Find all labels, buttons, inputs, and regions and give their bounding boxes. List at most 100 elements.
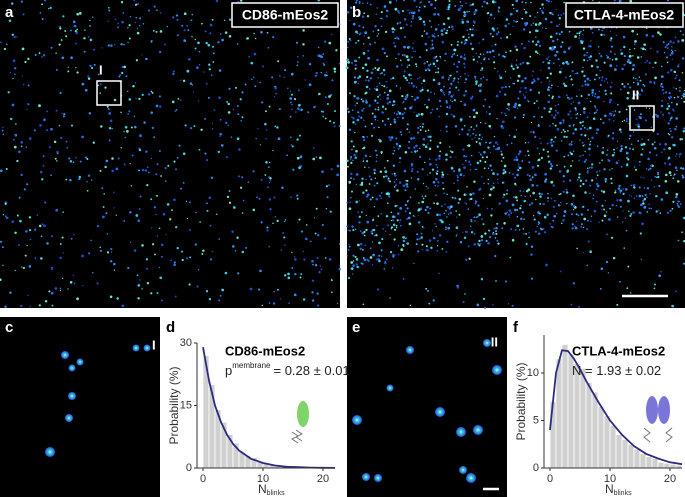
spot bbox=[236, 237, 238, 239]
spot bbox=[398, 11, 401, 14]
spot bbox=[150, 292, 152, 294]
spot bbox=[189, 283, 191, 285]
spot bbox=[381, 85, 382, 86]
spot bbox=[523, 94, 524, 95]
spot bbox=[287, 277, 290, 280]
spot bbox=[598, 90, 600, 92]
spot bbox=[347, 229, 349, 231]
spot bbox=[419, 148, 420, 149]
spot bbox=[183, 39, 186, 42]
spot bbox=[19, 197, 21, 199]
spot bbox=[537, 78, 540, 81]
spot bbox=[406, 218, 408, 220]
spot bbox=[672, 177, 674, 179]
spot bbox=[446, 194, 447, 195]
spot bbox=[608, 272, 609, 273]
spot bbox=[457, 286, 460, 289]
spot bbox=[241, 176, 243, 178]
spot bbox=[302, 43, 304, 45]
spot bbox=[133, 345, 140, 352]
chart-title: CTLA-4-mEos2 bbox=[572, 343, 665, 358]
spot bbox=[578, 173, 580, 175]
spot bbox=[483, 198, 484, 199]
spot bbox=[439, 15, 440, 16]
spot bbox=[551, 1, 552, 2]
spot bbox=[354, 105, 356, 107]
spot bbox=[108, 45, 110, 47]
spot bbox=[550, 73, 552, 75]
spot bbox=[654, 176, 656, 178]
spot bbox=[672, 208, 674, 210]
spot bbox=[312, 280, 314, 282]
spot bbox=[458, 61, 461, 64]
spot bbox=[594, 78, 596, 80]
spot bbox=[26, 245, 27, 246]
spot bbox=[563, 180, 565, 182]
spot bbox=[428, 303, 430, 305]
spot bbox=[664, 162, 666, 164]
spot bbox=[583, 41, 584, 42]
spot bbox=[451, 25, 454, 28]
spot bbox=[620, 150, 623, 153]
spot bbox=[495, 141, 497, 143]
spot bbox=[416, 66, 417, 67]
spot bbox=[503, 157, 505, 159]
spot bbox=[430, 47, 432, 49]
spot bbox=[407, 59, 410, 62]
spot bbox=[580, 226, 582, 228]
spot bbox=[404, 36, 406, 38]
spot bbox=[64, 30, 66, 32]
spot bbox=[521, 195, 522, 196]
spot bbox=[450, 99, 451, 100]
spot bbox=[604, 62, 606, 64]
spot bbox=[264, 174, 266, 176]
spot bbox=[525, 155, 526, 156]
spot bbox=[496, 95, 499, 98]
spot bbox=[533, 78, 535, 80]
spot bbox=[397, 219, 399, 221]
spot bbox=[664, 52, 666, 54]
spot bbox=[451, 101, 453, 103]
spot bbox=[502, 120, 505, 123]
spot bbox=[209, 197, 211, 199]
spot bbox=[675, 291, 676, 292]
spot bbox=[483, 1, 486, 4]
spot bbox=[572, 160, 573, 161]
spot bbox=[616, 65, 618, 67]
spot bbox=[587, 78, 590, 81]
spot bbox=[492, 0, 495, 3]
spot bbox=[39, 304, 41, 306]
spot bbox=[22, 48, 25, 51]
spot bbox=[366, 215, 367, 216]
spot bbox=[492, 36, 494, 38]
spot bbox=[87, 75, 89, 77]
spot bbox=[538, 107, 539, 108]
spot bbox=[413, 263, 414, 264]
spot bbox=[432, 45, 433, 46]
spot bbox=[124, 164, 126, 166]
spot bbox=[616, 147, 617, 148]
spot bbox=[365, 229, 367, 231]
spot bbox=[461, 21, 464, 24]
spot bbox=[570, 78, 572, 80]
spot bbox=[399, 22, 401, 24]
spot bbox=[471, 139, 472, 140]
spot bbox=[603, 34, 605, 36]
spot bbox=[457, 176, 459, 178]
spot bbox=[216, 213, 218, 215]
spot bbox=[427, 212, 429, 214]
spot bbox=[525, 11, 528, 14]
spot bbox=[220, 33, 222, 35]
spot bbox=[657, 174, 658, 175]
spot bbox=[267, 186, 269, 188]
spot bbox=[326, 208, 328, 210]
spot bbox=[352, 160, 353, 161]
spot bbox=[380, 73, 381, 74]
spot bbox=[550, 181, 553, 184]
spot bbox=[604, 214, 607, 217]
spot bbox=[175, 295, 177, 297]
spot bbox=[599, 53, 600, 54]
spot bbox=[81, 255, 84, 258]
spot bbox=[322, 116, 324, 118]
spot bbox=[583, 47, 585, 49]
